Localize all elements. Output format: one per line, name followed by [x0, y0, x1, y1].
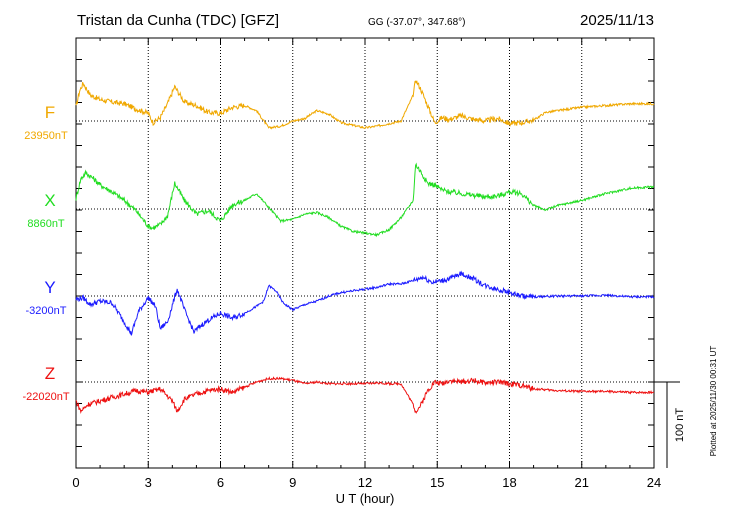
series-name-f: F [45, 103, 55, 122]
trace-y [75, 270, 655, 336]
x-tick-label: 0 [72, 475, 79, 490]
plot-frame [75, 37, 655, 469]
plotted-at-label: Plotted at 2025/11/30 00:31 UT [709, 346, 718, 457]
series-name-z: Z [45, 364, 55, 383]
series-labels: F 23950nT X 8860nT Y -3200nT Z -22020nT [22, 103, 69, 403]
x-tick-label: 12 [358, 475, 372, 490]
coords-label: GG (-37.07°, 347.68°) [368, 17, 466, 28]
x-tick-labels: 0 3 6 9 12 15 18 21 24 [72, 475, 661, 490]
x-tick-label: 21 [575, 475, 589, 490]
series-name-y: Y [44, 278, 55, 297]
trace-baselines [76, 120, 654, 383]
traces [75, 80, 655, 415]
x-tick-label: 3 [145, 475, 152, 490]
x-tick-label: 18 [502, 475, 516, 490]
series-baseline-x: 8860nT [27, 218, 65, 230]
x-axis-label: U T (hour) [336, 491, 395, 506]
trace-z [75, 376, 655, 415]
axis-ticks [75, 38, 655, 468]
x-tick-label: 6 [217, 475, 224, 490]
station-title: Tristan da Cunha (TDC) [GFZ] [77, 12, 279, 29]
x-tick-label: 15 [430, 475, 444, 490]
scale-bar: 100 nT [654, 381, 686, 468]
trace-f [75, 80, 655, 130]
date-label: 2025/11/13 [580, 12, 654, 29]
grid-lines [147, 38, 583, 468]
x-tick-label: 9 [289, 475, 296, 490]
series-baseline-f: 23950nT [24, 130, 68, 142]
series-baseline-z: -22020nT [22, 391, 69, 403]
trace-x [75, 162, 655, 238]
series-baseline-y: -3200nT [26, 305, 67, 317]
x-tick-label: 24 [647, 475, 661, 490]
scale-bar-label: 100 nT [674, 408, 686, 443]
series-name-x: X [44, 191, 55, 210]
